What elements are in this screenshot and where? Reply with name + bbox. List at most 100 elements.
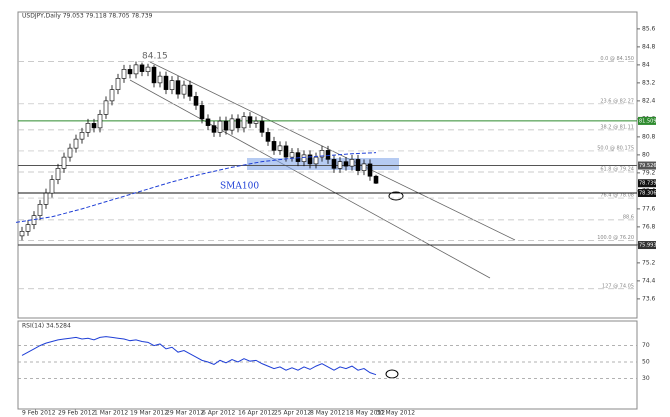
price-level-label: 75.993 xyxy=(639,243,657,249)
sma-line xyxy=(15,152,377,223)
candle-body xyxy=(277,145,283,151)
candle-body xyxy=(295,152,301,162)
candle-body xyxy=(307,154,313,165)
candle-body xyxy=(283,145,289,158)
candle-body xyxy=(67,147,73,158)
x-tick-label: 1 Mar 2012 xyxy=(94,410,128,417)
price-level-box xyxy=(638,241,656,250)
y-tick-label: 80 xyxy=(642,151,650,158)
candle-body xyxy=(265,132,271,142)
candle-body xyxy=(211,125,217,133)
y-tick-label: 80.8 xyxy=(642,133,656,140)
price-level-box xyxy=(638,188,656,197)
fib-label: 23.6 @ 82.27 xyxy=(600,98,634,104)
price-level-box xyxy=(638,179,656,188)
candle-body xyxy=(61,156,67,169)
candle-body xyxy=(145,66,151,72)
price-level-label: 81.509 xyxy=(639,118,657,124)
candle-body xyxy=(121,69,127,79)
fib-label: 76.4 @ 78.08 xyxy=(600,193,634,199)
y-tick-label: 74.4 xyxy=(642,277,656,284)
main-panel xyxy=(17,11,638,319)
candle-body xyxy=(49,179,55,194)
candle-body xyxy=(259,120,265,133)
candle-body xyxy=(301,154,307,162)
chart-title: USDJPY,Daily 79.053 79.118 78.705 78.739 xyxy=(22,13,153,20)
candle-body xyxy=(175,80,181,95)
candle-body xyxy=(97,114,103,129)
rsi-title: RSI(14) 34.5284 xyxy=(22,323,71,330)
candle-body xyxy=(241,116,247,129)
x-tick-label: 18 May 2012 xyxy=(346,410,385,417)
fib-label: 50.0 @ 80.175 xyxy=(597,145,634,151)
candle-body xyxy=(337,161,343,169)
highlight-zone xyxy=(247,158,399,170)
candle-body xyxy=(85,123,91,133)
candle-body xyxy=(103,100,109,115)
y-tick-label: 79.2 xyxy=(642,169,656,176)
candle-body xyxy=(181,84,187,95)
y-tick-label: 83.2 xyxy=(642,79,656,86)
candle-body xyxy=(37,204,43,216)
x-tick-label: 6 Apr 2012 xyxy=(202,410,235,417)
rsi-marker-ellipse xyxy=(385,369,399,379)
candle-body xyxy=(331,159,337,169)
y-tick-label: 75.2 xyxy=(642,259,656,266)
fib-label: 61.8 @ 79.24 xyxy=(600,166,634,172)
x-tick-label: 29 Feb 2012 xyxy=(58,410,96,417)
candle-body xyxy=(79,132,85,140)
candle-body xyxy=(25,224,31,232)
x-tick-label: 25 Apr 2012 xyxy=(274,410,311,417)
candle-body xyxy=(163,75,169,90)
y-tick-label: 76.8 xyxy=(642,223,656,230)
y-tick-label: 85.6 xyxy=(642,25,656,32)
candle-body xyxy=(253,120,259,124)
candle-body xyxy=(43,192,49,205)
price-level-box xyxy=(638,116,656,125)
candle-body xyxy=(205,118,211,126)
fib-label: 100.0 @ 76.20 xyxy=(597,235,634,241)
price-level-box xyxy=(638,161,656,170)
annotation-sma: SMA100 xyxy=(220,182,259,192)
candle-body xyxy=(19,231,25,237)
price-level-label: 79.526 xyxy=(639,163,657,169)
x-tick-label: 16 Apr 2012 xyxy=(238,410,275,417)
candle-body xyxy=(217,120,223,133)
candle-body xyxy=(187,84,193,97)
rsi-tick-label: 50 xyxy=(642,359,650,366)
y-tick-label: 82.4 xyxy=(642,97,656,104)
fib-label: 88.6 xyxy=(623,214,634,220)
candle-body xyxy=(133,64,139,75)
candle-body xyxy=(319,150,325,158)
rsi-panel xyxy=(17,320,638,410)
marker-ellipse xyxy=(388,191,404,201)
candle-body xyxy=(199,105,205,120)
candle-body xyxy=(157,75,163,84)
candle-body xyxy=(343,161,349,167)
candle-body xyxy=(115,78,121,90)
candle-body xyxy=(31,215,37,225)
y-tick-label: 84.8 xyxy=(642,43,656,50)
price-level-label: 78.739 xyxy=(639,181,657,187)
candle-body xyxy=(325,150,331,160)
y-tick-label: 84 xyxy=(642,61,650,68)
rsi-line xyxy=(21,336,377,376)
candle-body xyxy=(109,89,115,102)
candle-body xyxy=(271,141,277,151)
price-level-label: 78.306 xyxy=(639,190,657,196)
x-tick-label: 8 May 2012 xyxy=(310,410,345,417)
annotation-high: 84.15 xyxy=(142,52,168,62)
candle-body xyxy=(193,96,199,106)
candle-body xyxy=(169,80,175,90)
candle-body xyxy=(361,163,367,171)
candle-body xyxy=(229,118,235,131)
candle-body xyxy=(247,116,253,124)
y-tick-label: 73.6 xyxy=(642,295,656,302)
fib-label: 38.2 @ 81.11 xyxy=(600,124,634,130)
fib-label: 127 @ 74.05 xyxy=(602,283,634,289)
candle-body xyxy=(127,69,133,75)
candle-body xyxy=(355,159,361,171)
candle-body xyxy=(55,168,61,180)
